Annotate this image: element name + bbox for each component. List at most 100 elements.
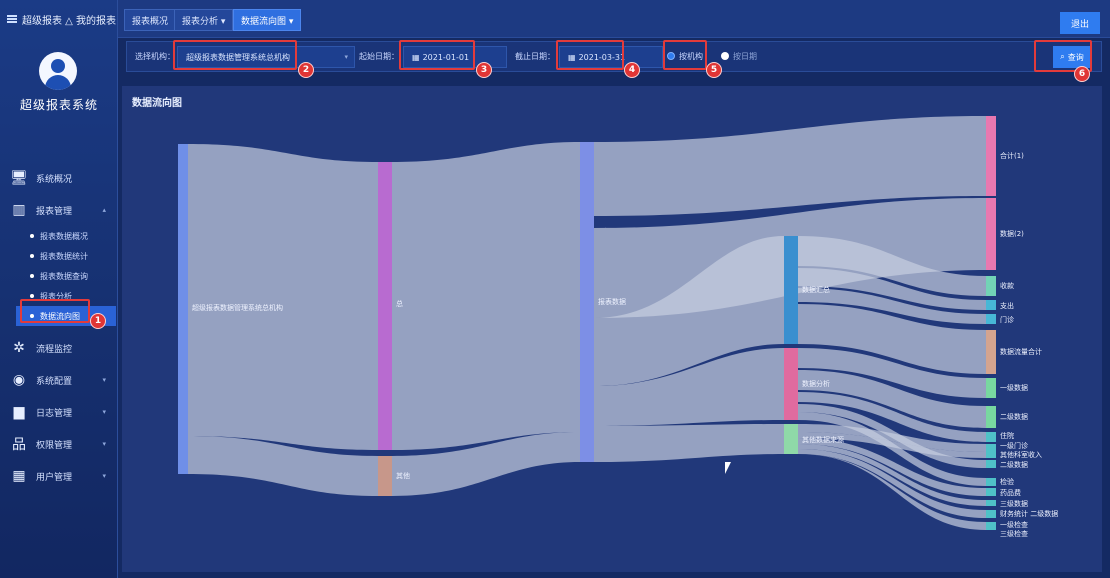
flow-chart-panel: 数据流向图	[122, 86, 1102, 572]
sidebar-subitem-1[interactable]: 报表数据概况	[0, 226, 118, 246]
filter-bar: 选择机构： 超级报表数据管理系统总机构 ▾ 起始日期： ▦ 2021-01-01…	[126, 41, 1102, 72]
start-date-value: 2021-01-01	[422, 52, 470, 62]
annotation-badge-5: 5	[706, 62, 722, 78]
flow-link	[188, 144, 378, 450]
node-label: 数据分析	[802, 379, 830, 388]
menu-icon[interactable]	[6, 13, 18, 25]
radio-by-date-label: 按日期	[733, 52, 757, 61]
sidebar-item-permissions[interactable]: 品 权限管理 ▾	[0, 428, 118, 460]
sidebar-item-users[interactable]: ▦ 用户管理 ▾	[0, 460, 118, 492]
flow-link	[798, 432, 986, 458]
flow-link	[798, 454, 986, 530]
chevron-down-icon: ▾	[102, 376, 106, 384]
chevron-down-icon: ▾	[344, 53, 348, 61]
query-button[interactable]: ⌕ 查询	[1053, 46, 1091, 68]
flow-link	[188, 436, 378, 496]
end-date-input[interactable]: ▦ 2021-03-31	[559, 46, 663, 68]
node-label: 支出	[1000, 301, 1014, 310]
start-date-label: 起始日期：	[359, 52, 399, 61]
node-label: 药品费	[1000, 488, 1021, 497]
logout-button[interactable]: 退出	[1060, 12, 1100, 34]
annotation-badge-1: 1	[90, 313, 106, 329]
annotation-badge-6: 6	[1074, 66, 1090, 82]
chevron-down-icon: ▾	[102, 472, 106, 480]
flow-node	[784, 424, 798, 454]
flow-link	[594, 348, 784, 426]
sidebar-item-config[interactable]: ◉ 系统配置 ▾	[0, 364, 118, 396]
highlight-4	[556, 40, 624, 70]
system-title: 超级报表系统	[19, 98, 98, 112]
flow-node	[986, 330, 996, 374]
calendar-icon: ▦	[412, 52, 420, 62]
sidebar-nav: 🖥 系统概况 ▥ 报表管理 ▴ 报表数据概况 报表数据统计 报表数据查询 报表分…	[0, 162, 118, 492]
node-label: 其他数据来源	[802, 435, 844, 444]
mouse-cursor-icon	[725, 462, 731, 474]
flow-node	[986, 460, 996, 468]
node-label: 住院	[1000, 431, 1014, 440]
avatar[interactable]	[39, 52, 77, 90]
node-label: 数据汇总	[802, 285, 830, 294]
sidebar-item-label: 系统配置	[36, 376, 73, 387]
brand[interactable]: 超级报表 △ 我的报表 ▾	[6, 8, 124, 30]
flow-link	[798, 449, 986, 518]
org-label: 选择机构：	[135, 52, 175, 61]
sidebar: 超级报表 △ 我的报表 ▾ 超级报表系统 🖥 系统概况 ▥ 报表管理 ▴ 报表数…	[0, 0, 124, 578]
end-date-label: 截止日期：	[515, 52, 555, 61]
node-label: 二级数据	[1000, 460, 1028, 469]
sidebar-subitem-2[interactable]: 报表数据统计	[0, 246, 118, 266]
flow-node	[378, 456, 392, 496]
node-label: 报表数据	[598, 297, 626, 306]
node-label: 合计(1)	[1000, 151, 1024, 160]
flow-node	[986, 378, 996, 398]
node-label: 数据流量合计	[1000, 347, 1042, 356]
highlight-3	[399, 40, 475, 70]
flow-node	[986, 300, 996, 310]
sidebar-item-logs[interactable]: ▆ 日志管理 ▾	[0, 396, 118, 428]
radio-by-org-label: 按机构	[679, 52, 703, 61]
search-icon: ⌕	[1060, 52, 1065, 61]
annotation-badge-2: 2	[298, 62, 314, 78]
flow-link	[798, 424, 986, 452]
node-label: 其他	[396, 471, 410, 480]
sidebar-item-label: 用户管理	[36, 472, 73, 483]
panel-title: 数据流向图	[132, 98, 182, 109]
tab-overview[interactable]: 报表概况	[124, 9, 177, 31]
annotation-badge-4: 4	[624, 62, 640, 78]
flow-link	[798, 304, 986, 374]
node-label: 一级门诊	[1000, 441, 1028, 450]
flow-node	[986, 314, 996, 324]
node-label: 超级报表数据管理系统总机构	[192, 303, 283, 312]
node-label: 一级数据	[1000, 383, 1028, 392]
chevron-up-icon: ▴	[102, 206, 106, 214]
node-label: 其他科室收入	[1000, 450, 1042, 459]
flow-link	[798, 348, 986, 398]
annotation-badge-3: 3	[476, 62, 492, 78]
calendar-icon: ▦	[568, 52, 576, 62]
radio-by-date[interactable]	[721, 52, 729, 60]
sidebar-item-overview[interactable]: 🖥 系统概况	[0, 162, 118, 194]
flow-node	[986, 276, 996, 296]
radio-by-org[interactable]	[667, 52, 675, 60]
query-button-label: 查询	[1067, 52, 1084, 62]
sidebar-item-reports[interactable]: ▥ 报表管理 ▴	[0, 194, 118, 226]
tab-flow-chart[interactable]: 数据流向图 ▾	[233, 9, 302, 31]
node-label: 一级检查	[1000, 520, 1028, 529]
flow-link	[798, 438, 986, 496]
sidebar-subitem-3[interactable]: 报表数据查询	[0, 266, 118, 286]
folder-icon: ▆	[13, 404, 25, 420]
flow-node	[986, 432, 996, 442]
flow-link	[798, 392, 986, 442]
node-label: 三级检查	[1000, 529, 1028, 538]
sidebar-item-flow-monitor[interactable]: ✲ 流程监控	[0, 332, 118, 364]
tab-analysis[interactable]: 报表分析 ▾	[174, 9, 234, 31]
sidebar-subitem-4[interactable]: 报表分析	[0, 286, 118, 306]
sidebar-item-label: 日志管理	[36, 408, 73, 419]
flow-link	[798, 236, 986, 296]
flow-link	[392, 142, 580, 450]
flow-node	[986, 522, 996, 530]
highlight-5	[663, 40, 707, 70]
node-label: 门诊	[1000, 315, 1014, 324]
highlight-2	[173, 40, 297, 70]
node-label: 总	[396, 299, 403, 308]
org-select-value: 超级报表数据管理系统总机构	[186, 52, 290, 62]
